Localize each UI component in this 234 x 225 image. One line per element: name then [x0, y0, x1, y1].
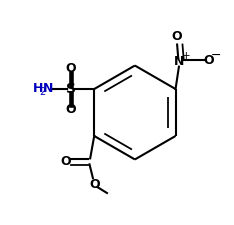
Text: N: N [43, 82, 53, 95]
Text: +: + [182, 51, 190, 61]
Text: O: O [204, 54, 214, 67]
Text: H: H [33, 82, 43, 95]
Text: O: O [66, 103, 76, 116]
Text: O: O [66, 62, 76, 75]
Text: O: O [172, 30, 183, 43]
Text: O: O [90, 178, 100, 191]
Text: 2: 2 [40, 87, 46, 97]
Text: S: S [66, 82, 76, 96]
Text: −: − [211, 49, 222, 62]
Text: O: O [60, 155, 71, 168]
Text: N: N [174, 55, 184, 68]
